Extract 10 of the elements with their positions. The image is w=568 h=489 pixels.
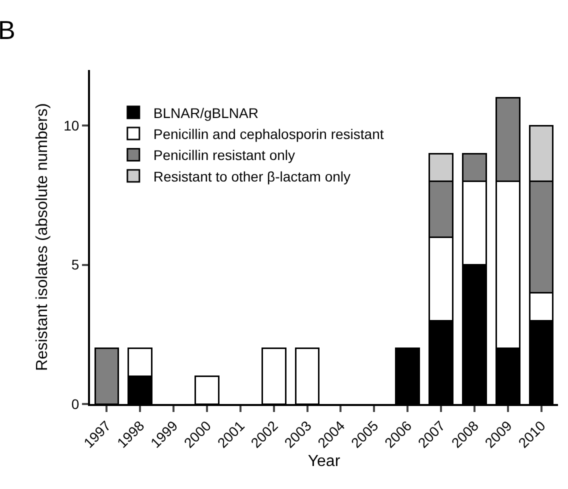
- legend-label: BLNAR/gBLNAR: [153, 104, 258, 121]
- y-axis-title: Resistant isolates (absolute numbers): [34, 103, 51, 371]
- y-tick-label: 5: [71, 256, 80, 273]
- legend-label: Penicillin resistant only: [153, 147, 296, 164]
- text: B: [0, 15, 16, 45]
- legend-label: Penicillin and cephalosporin resistant: [153, 126, 384, 142]
- x-axis-title: Year: [308, 452, 341, 470]
- y-tick-label: 0: [71, 396, 80, 412]
- y-tick-label: 10: [64, 118, 80, 134]
- legend-label: Resistant to other β-lactam only: [153, 168, 351, 184]
